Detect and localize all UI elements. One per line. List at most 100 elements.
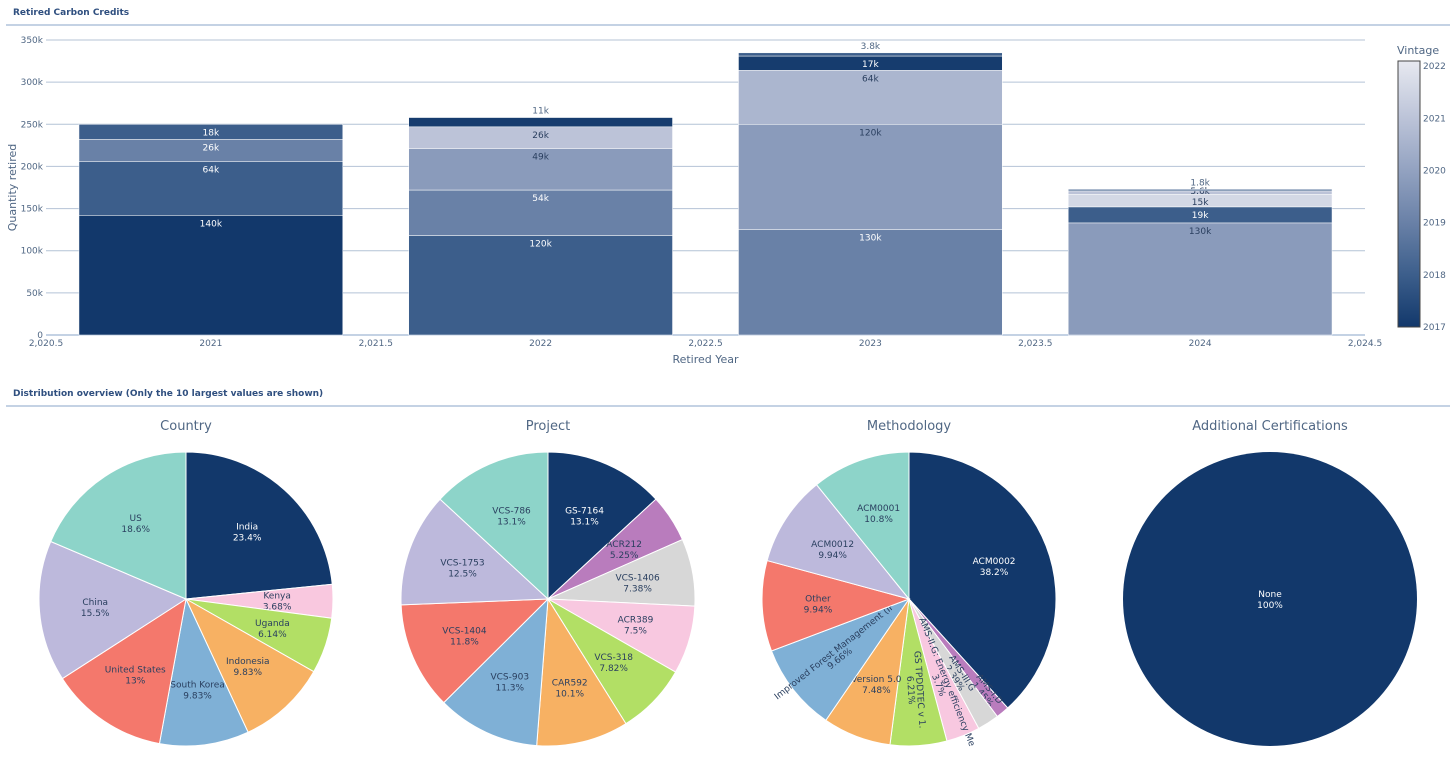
bar-segment — [408, 117, 673, 128]
pie-slice-name: ACM0012 — [811, 540, 854, 550]
pie-slice-label: Kenya 3.68% — [263, 591, 292, 612]
pie-slice-name: VCS-318 — [594, 653, 633, 663]
pie-slice-label: ACR389 7.5% — [618, 616, 654, 637]
y-tick-label: 0 — [37, 331, 43, 341]
pie-slice-percent: 9.83% — [183, 691, 212, 701]
pie-slice-label: CAR592 10.1% — [552, 679, 588, 700]
pie-slice-label: ACM0012 9.94% — [811, 540, 854, 561]
pie-slice-percent: 7.48% — [862, 686, 891, 696]
pie-slice-label: ACM0001 10.8% — [857, 504, 900, 525]
y-axis-title: Quantity retired — [6, 144, 19, 231]
pie-slice — [61, 597, 187, 745]
pie-slice-percent: 15.5% — [81, 609, 110, 619]
pie-slice-percent: 6.14% — [258, 630, 287, 640]
pie-slice-label: VCS-786 13.1% — [492, 506, 531, 527]
y-tick-label: 50k — [26, 289, 43, 299]
y-tick-label: 100k — [21, 247, 44, 257]
pie-slice — [908, 451, 1057, 709]
bar-total-label: 1.8k — [1190, 178, 1210, 188]
bar-segment-label: 140k — [200, 219, 223, 229]
pie-slice-percent: 6.21% — [904, 676, 916, 706]
pie-slice-label: South Korea 9.83% — [170, 680, 225, 701]
x-tick-label: 2021 — [199, 339, 222, 349]
bar-segment — [78, 161, 344, 216]
pie-slice — [536, 597, 627, 747]
pie-slice — [400, 498, 550, 606]
pie-slice-percent: 11.3% — [495, 684, 524, 694]
bar-segment-label: 26k — [203, 143, 220, 153]
pie-slice-percent: 7.38% — [623, 584, 652, 594]
pie-slice-name: ACR389 — [618, 616, 654, 626]
pie-slice — [439, 451, 549, 601]
pie-slice-label: GS-7164 13.1% — [565, 506, 604, 527]
pie-slice-label: VCS-1406 7.38% — [615, 573, 660, 594]
pie-slice-label: ACR212 5.25% — [606, 540, 642, 561]
pie-slice-percent: 12.5% — [448, 569, 477, 579]
pie-slice-name: India — [236, 522, 258, 532]
bar-segment — [78, 124, 344, 140]
pie-slice-percent: 38.2% — [980, 568, 1009, 578]
bar-segment-label: 130k — [1189, 227, 1212, 237]
pie-slice — [1123, 452, 1417, 746]
bar-segment — [738, 70, 1003, 125]
x-tick-label: 2,021.5 — [359, 339, 393, 349]
pie-slice-percent: 9.94% — [818, 551, 847, 561]
pie-slice-percent: 13.1% — [497, 517, 526, 527]
section-title-retired: Retired Carbon Credits — [13, 8, 129, 18]
bar-segment-label: 49k — [532, 153, 549, 163]
pie-slice — [184, 597, 315, 733]
bar-segment-label: 120k — [529, 240, 552, 250]
bar-segment-label: 17k — [862, 60, 879, 70]
bar-segment — [738, 229, 1003, 336]
pie-slice-name: Indonesia — [226, 657, 270, 667]
pie-slice-percent: 9.83% — [233, 668, 262, 678]
bar-total-label: 3.8k — [861, 42, 881, 52]
pie-slice-label: Other 9.94% — [804, 594, 833, 615]
x-tick-label: 2,024.5 — [1348, 339, 1382, 349]
x-tick-label: 2,020.5 — [29, 339, 63, 349]
pie-slice-name: US — [130, 514, 143, 524]
bar-segment-label: 19k — [1192, 211, 1209, 221]
bar-segment — [1067, 222, 1333, 336]
colorbar — [1397, 60, 1421, 328]
pie-slice-label: VCS-318 7.82% — [594, 653, 633, 674]
pie-slice-percent: 13% — [125, 677, 145, 687]
pie-slice-percent: 7.82% — [599, 664, 628, 674]
bar-segment — [738, 52, 1003, 57]
pie-slice-label: China 15.5% — [81, 598, 110, 619]
x-axis-title: Retired Year — [672, 353, 739, 366]
colorbar-tick-label: 2020 — [1423, 167, 1446, 177]
pie-slice — [766, 484, 911, 600]
bar-segment — [78, 215, 344, 336]
pie-slice-name: VCS-1753 — [440, 558, 484, 568]
pie-slice-percent: 5.25% — [610, 551, 639, 561]
pie-slice-label: VCS-1753 12.5% — [440, 558, 484, 579]
pie-slice — [185, 451, 333, 600]
y-tick-label: 300k — [21, 78, 44, 88]
pie-slice-percent: 18.6% — [121, 525, 150, 535]
colorbar-tick-label: 2021 — [1423, 114, 1446, 124]
pie-slice-name: VCS-1406 — [615, 573, 660, 583]
pie-slice-name: ACM0002 — [973, 557, 1016, 567]
y-tick-label: 250k — [21, 120, 44, 130]
pie-slice-label: Indonesia 9.83% — [226, 657, 270, 678]
pie-slice-percent: 3.68% — [263, 602, 292, 612]
pie-slice — [770, 597, 911, 721]
pie-slice-label: Version 5.0 7.48% — [851, 675, 902, 696]
bar-segment-label: 5.6k — [1190, 187, 1210, 197]
pie-slice — [547, 451, 657, 601]
bar-segment-label: 18k — [203, 128, 220, 138]
pie-slice-name: ACM0001 — [857, 504, 900, 514]
pie-slice-name: United States — [105, 666, 166, 676]
pie-slice-percent: 100% — [1257, 601, 1283, 611]
colorbar-tick-label: 2022 — [1423, 62, 1446, 72]
colorbar-tick-label: 2018 — [1423, 271, 1446, 281]
pie-slice-name: China — [82, 598, 108, 608]
pie-title: Country — [160, 419, 212, 434]
pie-slice-name: Kenya — [263, 591, 291, 601]
pie-slice — [400, 598, 550, 704]
bar-segment — [738, 124, 1003, 230]
